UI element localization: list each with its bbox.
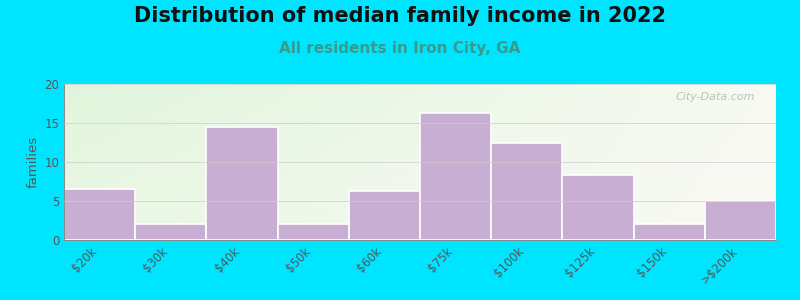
Text: City-Data.com: City-Data.com <box>675 92 754 102</box>
Text: All residents in Iron City, GA: All residents in Iron City, GA <box>279 40 521 56</box>
Bar <box>705 201 776 240</box>
Y-axis label: families: families <box>27 136 40 188</box>
Bar <box>64 189 135 240</box>
Bar <box>562 175 634 240</box>
Bar <box>634 224 705 240</box>
Bar <box>420 113 491 240</box>
Bar <box>206 127 278 240</box>
Bar <box>135 224 206 240</box>
Bar <box>278 224 349 240</box>
Bar <box>349 191 420 240</box>
Bar <box>491 142 562 240</box>
Text: Distribution of median family income in 2022: Distribution of median family income in … <box>134 6 666 26</box>
